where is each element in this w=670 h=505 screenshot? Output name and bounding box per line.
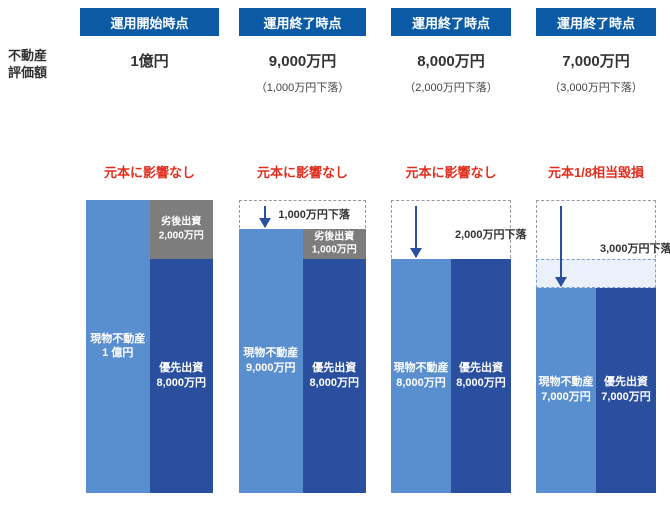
column-header: 運用終了時点 [391,8,511,36]
drop-text: 3,000万円下落 [600,240,670,256]
bar-right-subordinate: 劣後出資1,000万円 [303,229,367,258]
column-1: 運用終了時点 9,000万円 （1,000万円下落） 元本に影響なし現物不動産9,00… [239,0,366,505]
impact-text: 元本1/8相当毀損 [536,162,656,181]
valuation-sub: （3,000万円下落） [536,79,656,95]
bar-right-senior: 優先出資7,000万円 [596,288,656,493]
valuation-main: 1億円 [86,50,213,71]
bar-right-senior: 優先出資8,000万円 [150,259,214,493]
bar-left-physical-asset: 現物不動産8,000万円 [391,259,451,493]
column-header: 運用終了時点 [239,8,366,36]
bar-right-senior-label: 優先出資8,000万円 [451,361,511,391]
bar-ghost-lost-senior [536,259,656,288]
row-label-valuation: 不動産評価額 [8,48,47,82]
drop-arrow-icon [264,206,266,227]
bar-left-physical-asset: 現物不動産1 億円 [86,200,150,493]
column-3: 運用終了時点 7,000万円 （3,000万円下落） 元本1/8相当毀損現物不動産7,… [536,0,656,505]
stacked-bar-chart: 現物不動産8,000万円優先出資8,000万円2,000万円下落 [391,200,511,493]
bar-right-senior-label: 優先出資8,000万円 [150,361,214,391]
valuation-main: 7,000万円 [536,50,656,71]
stacked-bar-chart: 現物不動産9,000万円優先出資8,000万円劣後出資1,000万円 1,000万… [239,200,366,493]
bar-right-subordinate-label: 劣後出資2,000万円 [150,216,214,243]
impact-text: 元本に影響なし [86,162,213,181]
bar-left-label: 現物不動産1 億円 [86,332,150,362]
bar-right-subordinate: 劣後出資2,000万円 [150,200,214,259]
bar-right-subordinate-label: 劣後出資1,000万円 [303,230,367,257]
bar-left-label: 現物不動産9,000万円 [239,346,303,376]
bar-left-physical-asset: 現物不動産9,000万円 [239,229,303,493]
bar-right-senior-label: 優先出資7,000万円 [596,376,656,406]
bar-right-senior-label: 優先出資8,000万円 [303,361,367,391]
stacked-bar-chart: 現物不動産1 億円優先出資8,000万円劣後出資2,000万円 [86,200,213,493]
bar-left-physical-asset: 現物不動産7,000万円 [536,288,596,493]
column-2: 運用終了時点 8,000万円 （2,000万円下落） 元本に影響なし現物不動産8,00… [391,0,511,505]
bar-left-label: 現物不動産8,000万円 [391,361,451,391]
column-header: 運用開始時点 [80,8,219,36]
bar-right-senior: 優先出資8,000万円 [303,259,367,493]
column-header: 運用終了時点 [536,8,656,36]
drop-arrow-icon [415,206,417,257]
drop-text: 2,000万円下落 [455,226,527,242]
valuation-sub: （2,000万円下落） [391,79,511,95]
valuation-main: 9,000万円 [239,50,366,71]
column-0: 運用開始時点1億円 元本に影響なし現物不動産1 億円優先出資8,000万円劣後出… [86,0,213,505]
valuation-main: 8,000万円 [391,50,511,71]
stacked-bar-chart: 現物不動産7,000万円優先出資7,000万円3,000万円下落 [536,200,656,493]
valuation-sub [86,79,213,91]
valuation-sub: （1,000万円下落） [239,79,366,95]
impact-text: 元本に影響なし [239,162,366,181]
drop-text: 1,000万円下落 [278,206,350,222]
impact-text: 元本に影響なし [391,162,511,181]
drop-arrow-icon [560,206,562,286]
bar-left-label: 現物不動産7,000万円 [536,376,596,406]
bar-right-senior: 優先出資8,000万円 [451,259,511,493]
